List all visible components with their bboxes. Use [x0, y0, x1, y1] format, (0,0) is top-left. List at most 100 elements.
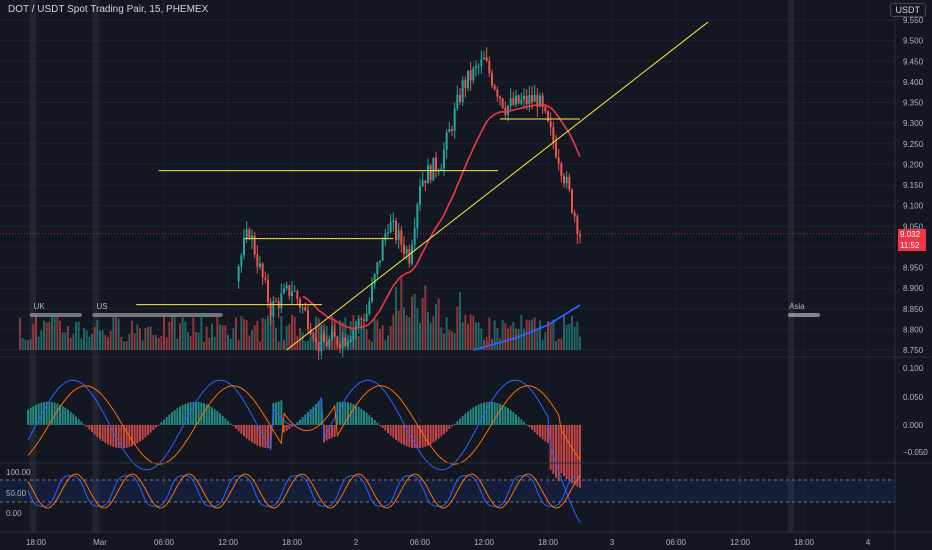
volume-bar	[120, 337, 123, 350]
volume-bar	[283, 339, 285, 350]
volume-bar	[88, 336, 91, 350]
volume-bar	[104, 334, 107, 350]
candle-body	[395, 220, 397, 241]
macd-histogram-bar	[389, 425, 392, 436]
volume-bar	[264, 319, 267, 350]
candle-body	[413, 228, 416, 246]
macd-histogram-bar	[573, 425, 576, 486]
macd-histogram-bar	[88, 425, 91, 430]
volume-bar	[464, 314, 467, 350]
macd-histogram-bar	[93, 425, 96, 435]
candle-body	[536, 94, 539, 107]
candle-body	[253, 235, 256, 255]
price-tick: 9.150	[903, 181, 924, 190]
candle-body	[333, 331, 336, 337]
symbol-title[interactable]: DOT / USDT Spot Trading Pair, 15, PHEMEX	[8, 4, 209, 15]
volume-bar	[259, 341, 261, 350]
candle-body	[448, 128, 451, 133]
volume-bar	[555, 340, 557, 350]
volume-bar	[69, 337, 72, 350]
macd-histogram-bar	[427, 425, 429, 446]
candle-body	[451, 128, 453, 131]
volume-bar	[152, 335, 155, 350]
candle-body	[491, 73, 493, 86]
macd-histogram-bar	[184, 403, 187, 425]
volume-bar	[504, 323, 507, 350]
macd-histogram-bar	[245, 425, 248, 439]
volume-bar	[389, 325, 392, 350]
volume-bar	[24, 339, 27, 350]
trendline	[286, 21, 709, 351]
volume-bar	[499, 338, 501, 350]
volume-bar	[275, 327, 277, 350]
volume-bar	[189, 335, 192, 350]
candle-body	[296, 290, 299, 300]
candle-body	[381, 240, 384, 261]
volume-bar	[96, 320, 99, 350]
candle-body	[555, 142, 557, 158]
macd-histogram-bar	[480, 403, 483, 425]
macd-histogram-bar	[40, 402, 43, 425]
candle-body	[571, 189, 573, 213]
volume-bar	[109, 330, 112, 350]
drawings[interactable]	[0, 21, 895, 351]
volume-bar	[155, 334, 157, 350]
volume-bar	[115, 315, 117, 350]
price-tick: 9.400	[903, 78, 924, 87]
macd-histogram-bar	[421, 425, 424, 448]
candle-body	[501, 98, 504, 108]
candle-body	[472, 68, 475, 81]
candle-body	[552, 127, 555, 143]
macd-histogram-bar	[299, 419, 301, 425]
candle-body	[373, 274, 376, 285]
macd-histogram-bar	[365, 412, 368, 425]
macd-histogram-bar	[277, 401, 280, 425]
volume-bar	[72, 333, 75, 350]
candle-body	[403, 244, 405, 254]
macd-histogram-bar	[72, 414, 75, 425]
volume-bar	[344, 317, 347, 350]
macd-histogram-bar	[283, 425, 285, 433]
volume-bar	[147, 326, 149, 350]
volume-bar	[219, 324, 221, 350]
volume-bar	[427, 312, 429, 350]
candle-body	[237, 266, 240, 282]
macd-histogram-bar	[355, 405, 357, 425]
volume-bar	[32, 324, 35, 350]
macd-histogram-bar	[563, 425, 565, 477]
macd-histogram-bar	[392, 425, 395, 438]
volume-bar	[469, 314, 472, 350]
session-bar	[92, 313, 223, 317]
candle-body	[437, 170, 440, 172]
volume-bar	[269, 317, 272, 350]
macd-histogram-bar	[53, 402, 56, 425]
macd-histogram-bar	[445, 425, 448, 432]
volume-bar	[384, 340, 387, 350]
macd-histogram-bar	[264, 425, 267, 448]
volume-bar	[229, 338, 232, 350]
volume-bar	[411, 296, 413, 350]
macd-histogram-bar	[555, 425, 557, 478]
macd-histogram-bar	[475, 405, 477, 425]
macd-histogram-bar	[243, 425, 245, 437]
volume-bar	[157, 338, 160, 350]
macd-histogram-bar	[416, 425, 419, 449]
candle-body	[568, 176, 571, 190]
volume-bar	[483, 339, 485, 350]
volume-bar	[101, 330, 104, 350]
volume-bar	[379, 328, 381, 350]
price-candles[interactable]	[237, 47, 581, 361]
candle-body	[496, 89, 499, 97]
macd-histogram-bar	[501, 404, 504, 425]
candle-body	[539, 95, 541, 107]
volume-bar	[565, 324, 568, 350]
macd-histogram-bar	[80, 421, 83, 425]
volume-bar	[53, 314, 56, 350]
macd-histogram-bar	[48, 401, 51, 425]
macd-histogram-bar	[579, 425, 581, 488]
currency-label[interactable]: USDT	[889, 3, 926, 17]
macd-histogram-bar	[400, 425, 403, 444]
volume-bar	[445, 317, 448, 350]
volume-bar	[544, 332, 547, 350]
